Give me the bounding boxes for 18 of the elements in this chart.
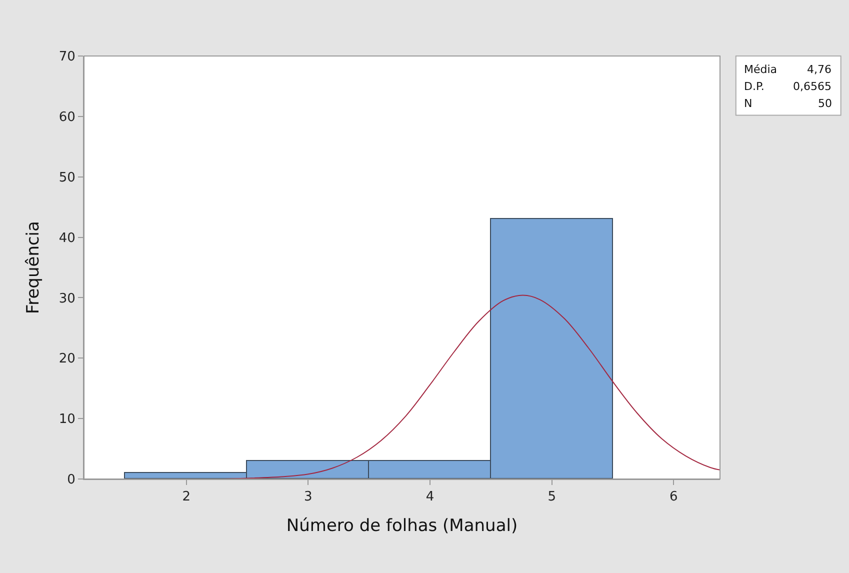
y-tick-label: 30 [58,291,76,306]
x-tick-label: 2 [182,490,190,505]
x-axis-title: Número de folhas (Manual) [286,516,518,536]
text: D.P. 0,6565 [744,80,832,93]
y-tick-label: 70 [58,50,76,65]
y-tick-label: 20 [58,352,76,367]
y-tick-label: 50 [58,170,76,186]
y-tick-label: 10 [58,412,76,428]
x-tick-label: 4 [426,490,434,505]
y-tick-label: 60 [58,110,76,125]
x-tick-label: 5 [548,490,556,505]
text: N 50 [744,97,832,110]
x-tick-label: 3 [304,490,312,505]
y-axis-title: Frequência [23,221,44,314]
text: Média 4,76 [744,63,832,76]
y-tick-label: 40 [58,230,76,246]
y-tick-label: 0 [67,472,76,488]
x-tick-label: 6 [670,490,678,505]
